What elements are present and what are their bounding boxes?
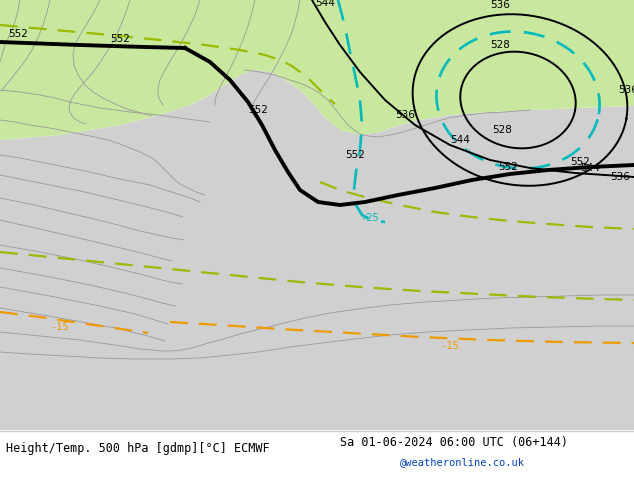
Text: -25: -25 (361, 213, 379, 223)
Text: -15: -15 (51, 322, 69, 332)
Text: 544: 544 (580, 163, 600, 173)
Text: Height/Temp. 500 hPa [gdmp][°C] ECMWF: Height/Temp. 500 hPa [gdmp][°C] ECMWF (6, 441, 269, 455)
Text: 552: 552 (345, 150, 365, 160)
Text: -15: -15 (441, 341, 460, 351)
Text: 536: 536 (618, 85, 634, 95)
Text: 552: 552 (8, 29, 28, 39)
Text: 552: 552 (248, 105, 268, 115)
Text: 544: 544 (450, 135, 470, 145)
Polygon shape (0, 0, 634, 140)
Text: 552: 552 (570, 157, 590, 167)
Text: 552: 552 (110, 34, 130, 44)
Text: 528: 528 (490, 40, 510, 50)
Text: @weatheronline.co.uk: @weatheronline.co.uk (400, 457, 525, 467)
Text: 544: 544 (315, 0, 335, 8)
Text: Sa 01-06-2024 06:00 UTC (06+144): Sa 01-06-2024 06:00 UTC (06+144) (340, 436, 568, 448)
Text: 536: 536 (610, 172, 630, 182)
Polygon shape (0, 70, 634, 430)
Text: 528: 528 (492, 125, 512, 135)
Text: 552: 552 (498, 162, 518, 172)
Text: 536: 536 (490, 0, 510, 10)
Text: 536: 536 (395, 110, 415, 120)
